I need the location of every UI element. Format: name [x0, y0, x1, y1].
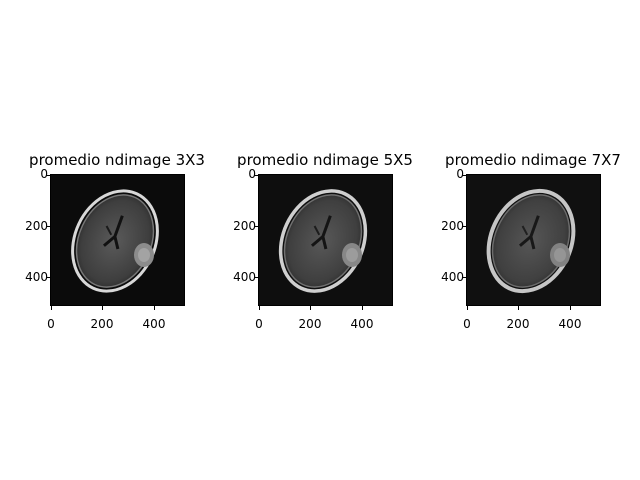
- image-axes: [258, 174, 393, 306]
- subplot-title: promedio ndimage 3X3: [29, 151, 205, 169]
- x-tick-mark: [102, 306, 103, 310]
- x-tick-mark: [154, 306, 155, 310]
- brain-mri-image: [51, 175, 184, 305]
- y-tick-mark: [462, 277, 466, 278]
- x-tick-label: 200: [506, 317, 530, 331]
- y-tick-label: 400: [25, 270, 48, 284]
- x-tick-label: 0: [47, 317, 55, 331]
- x-tick-label: 200: [298, 317, 322, 331]
- y-tick-mark: [462, 175, 466, 176]
- brain-mri-image: [259, 175, 392, 305]
- y-tick-label: 200: [441, 219, 464, 233]
- y-tick-mark: [254, 277, 258, 278]
- brain-mri-image: [467, 175, 600, 305]
- y-tick-mark: [46, 226, 50, 227]
- x-tick-mark: [467, 306, 468, 310]
- x-tick-mark: [310, 306, 311, 310]
- image-axes: [50, 174, 185, 306]
- y-tick-mark: [254, 226, 258, 227]
- x-tick-label: 400: [558, 317, 582, 331]
- x-tick-label: 400: [142, 317, 166, 331]
- x-tick-label: 400: [350, 317, 374, 331]
- x-tick-mark: [259, 306, 260, 310]
- y-tick-label: 0: [456, 167, 464, 181]
- subplot-title: promedio ndimage 7X7: [445, 151, 621, 169]
- y-tick-label: 0: [248, 167, 256, 181]
- x-tick-mark: [570, 306, 571, 310]
- subplot-5x5: promedio ndimage 5X5 0 200 400: [208, 150, 418, 335]
- x-tick-mark: [362, 306, 363, 310]
- y-tick-label: 200: [233, 219, 256, 233]
- y-tick-mark: [46, 277, 50, 278]
- x-tick-label: 0: [255, 317, 263, 331]
- x-tick-label: 200: [90, 317, 114, 331]
- y-tick-label: 0: [40, 167, 48, 181]
- y-tick-mark: [462, 226, 466, 227]
- x-tick-mark: [51, 306, 52, 310]
- y-tick-mark: [46, 175, 50, 176]
- y-tick-label: 200: [25, 219, 48, 233]
- subplot-7x7: promedio ndimage 7X7 0 200 400: [416, 150, 626, 335]
- y-tick-mark: [254, 175, 258, 176]
- image-axes: [466, 174, 601, 306]
- y-tick-label: 400: [233, 270, 256, 284]
- y-tick-label: 400: [441, 270, 464, 284]
- x-tick-label: 0: [463, 317, 471, 331]
- subplot-3x3: promedio ndimage 3X3 0 200 400: [0, 150, 210, 335]
- subplot-title: promedio ndimage 5X5: [237, 151, 413, 169]
- x-tick-mark: [518, 306, 519, 310]
